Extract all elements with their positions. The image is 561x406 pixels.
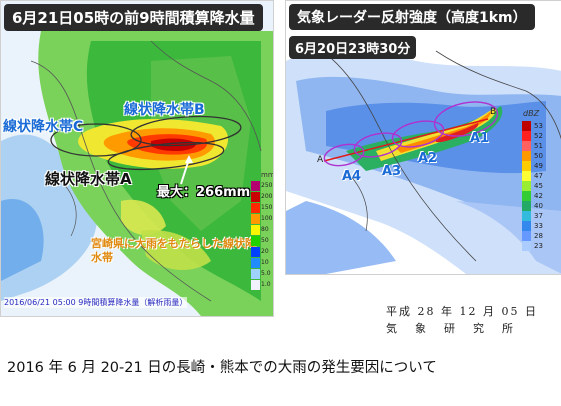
rainfall-scale-swatch bbox=[251, 258, 260, 268]
radar-scale-label: 23 bbox=[534, 242, 543, 250]
section-end-b-label: B bbox=[490, 107, 497, 117]
radar-scale-label: 37 bbox=[534, 212, 543, 220]
radar-scale-unit: dBZ bbox=[523, 109, 540, 118]
left-rainfall-map bbox=[1, 1, 273, 316]
rainfall-scale-level: 80 bbox=[233, 225, 271, 235]
rainfall-scale-level: 250 bbox=[233, 181, 273, 191]
radar-scale-level: 45 bbox=[520, 181, 560, 191]
point-a1-label: A1 bbox=[470, 131, 490, 146]
rainfall-scale-level: 5.0 bbox=[233, 269, 271, 279]
radar-scale-swatch bbox=[522, 121, 531, 131]
band-b-label: 線状降水帯B bbox=[124, 102, 205, 118]
rainfall-scale-swatch bbox=[251, 269, 260, 279]
point-a3-label: A3 bbox=[382, 164, 402, 179]
rainfall-scale-label: 1.0 bbox=[261, 281, 271, 288]
rainfall-scale-level: 200 bbox=[233, 192, 273, 202]
left-rainfall-panel: 6月21日05時の前9時間積算降水量 線状降水帯C 線状降水帯B 線状降水帯A … bbox=[0, 0, 274, 317]
radar-scale-level: 49 bbox=[520, 161, 560, 171]
rainfall-scale-level: 20 bbox=[233, 247, 271, 257]
radar-scale-label: 45 bbox=[534, 182, 543, 190]
radar-scale-label: 28 bbox=[534, 232, 543, 240]
rainfall-scale-swatch bbox=[251, 181, 260, 191]
right-radar-map bbox=[286, 1, 561, 274]
rainfall-scale-level: 1.0 bbox=[233, 280, 271, 290]
rainfall-scale-swatch bbox=[251, 247, 260, 257]
radar-scale-label: 49 bbox=[534, 162, 543, 170]
band-c-label: 線状降水帯C bbox=[3, 119, 84, 135]
radar-scale-swatch bbox=[522, 181, 531, 191]
radar-scale-level: 51 bbox=[520, 141, 560, 151]
radar-scale-level: 37 bbox=[520, 211, 560, 221]
rainfall-scale-label: 5.0 bbox=[261, 270, 271, 277]
radar-scale-swatch bbox=[522, 131, 531, 141]
radar-scale-swatch bbox=[522, 161, 531, 171]
radar-scale-level: 42 bbox=[520, 191, 560, 201]
rainfall-scale-swatch bbox=[251, 192, 260, 202]
rainfall-scale-label: 150 bbox=[261, 204, 273, 211]
radar-scale-swatch bbox=[522, 151, 531, 161]
rainfall-scale-label: 80 bbox=[261, 226, 269, 233]
right-radar-panel: 気象レーダー反射強度（高度1km） 6月20日23時30分 A B A1 A2 … bbox=[285, 0, 561, 275]
rainfall-scale-swatch bbox=[251, 225, 260, 235]
radar-scale-swatch bbox=[522, 201, 531, 211]
radar-scale-level: 28 bbox=[520, 231, 560, 241]
radar-scale-label: 50 bbox=[534, 152, 543, 160]
radar-scale-label: 42 bbox=[534, 192, 543, 200]
radar-scale-level: 40 bbox=[520, 201, 560, 211]
radar-scale-label: 52 bbox=[534, 132, 543, 140]
radar-scale-swatch bbox=[522, 241, 531, 251]
radar-scale-level: 33 bbox=[520, 221, 560, 231]
radar-scale-swatch bbox=[522, 141, 531, 151]
rainfall-scale-label: 200 bbox=[261, 193, 273, 200]
rainfall-scale-swatch bbox=[251, 236, 260, 246]
radar-scale-level: 52 bbox=[520, 131, 560, 141]
section-end-a-label: A bbox=[317, 155, 324, 165]
left-panel-footer: 2016/06/21 05:00 9時間積算降水量（解析雨量） bbox=[4, 297, 188, 308]
rainfall-scale-label: 250 bbox=[261, 182, 273, 189]
radar-scale-label: 53 bbox=[534, 122, 543, 130]
band-a-label: 線状降水帯A bbox=[45, 170, 132, 188]
radar-time-label: 6月20日23時30分 bbox=[289, 36, 417, 59]
rainfall-scale-label: 50 bbox=[261, 237, 269, 244]
caption-title: 2016 年 6 月 20-21 日の長崎・熊本での大雨の発生要因について bbox=[7, 360, 437, 376]
radar-scale-label: 51 bbox=[534, 142, 543, 150]
radar-scale-swatch bbox=[522, 221, 531, 231]
rainfall-scale-label: 10 bbox=[261, 259, 269, 266]
rainfall-scale-level: 150 bbox=[233, 203, 273, 213]
radar-scale-swatch bbox=[522, 191, 531, 201]
rainfall-scale-level: 10 bbox=[233, 258, 271, 268]
max-rainfall-label: 最大：266mm bbox=[157, 185, 251, 200]
right-panel-title: 気象レーダー反射強度（高度1km） bbox=[289, 4, 535, 30]
radar-scale-label: 47 bbox=[534, 172, 543, 180]
rainfall-scale-level: 100 bbox=[233, 214, 273, 224]
radar-scale-swatch bbox=[522, 211, 531, 221]
radar-scale-level: 50 bbox=[520, 151, 560, 161]
radar-scale-level: 23 bbox=[520, 241, 560, 251]
point-a2-label: A2 bbox=[418, 151, 438, 166]
radar-scale-swatch bbox=[522, 171, 531, 181]
radar-scale-swatch bbox=[522, 231, 531, 241]
rainfall-scale-swatch bbox=[251, 280, 260, 290]
rainfall-scale-swatch bbox=[251, 203, 260, 213]
organization-name: 気象研究所 bbox=[386, 322, 531, 335]
rainfall-scale-label: 20 bbox=[261, 248, 269, 255]
radar-scale-level: 47 bbox=[520, 171, 560, 181]
radar-scale-label: 40 bbox=[534, 202, 543, 210]
publication-date: 平成 28 年 12 月 05 日 bbox=[386, 305, 538, 318]
miyazaki-band-label: 宮崎県に大雨をもたらした線状降水帯 bbox=[91, 237, 256, 264]
point-a4-label: A4 bbox=[342, 169, 362, 184]
rainfall-scale-unit: mm bbox=[261, 171, 274, 179]
rainfall-scale-level: 50 bbox=[233, 236, 271, 246]
rainfall-scale-swatch bbox=[251, 214, 260, 224]
radar-scale-level: 53 bbox=[520, 121, 560, 131]
rainfall-scale-label: 100 bbox=[261, 215, 273, 222]
left-panel-title: 6月21日05時の前9時間積算降水量 bbox=[4, 4, 263, 31]
radar-scale-label: 33 bbox=[534, 222, 543, 230]
